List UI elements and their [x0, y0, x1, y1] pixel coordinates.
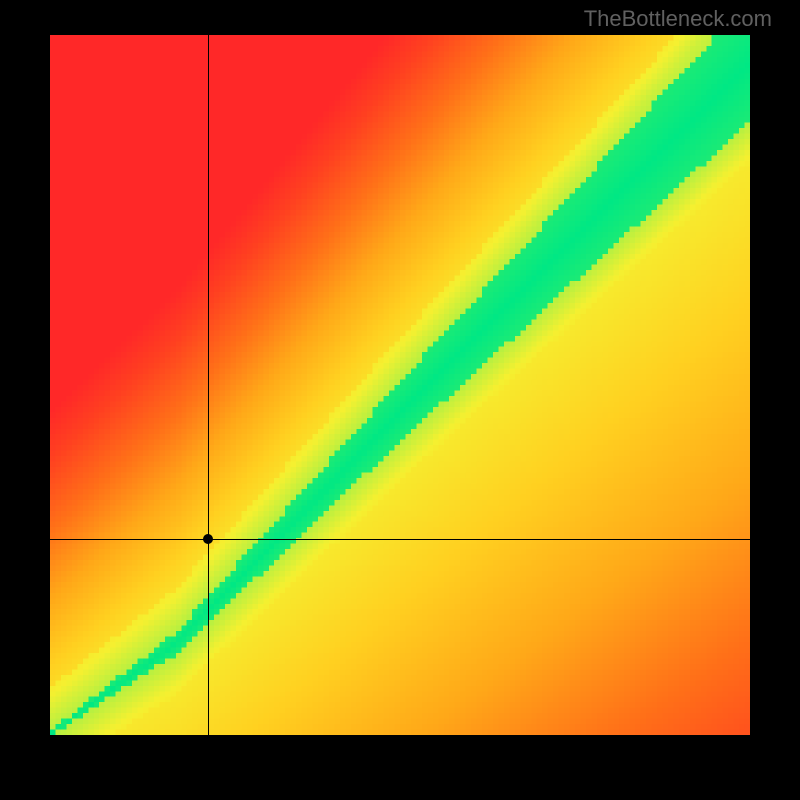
crosshair-dot	[203, 534, 213, 544]
crosshair-horizontal	[50, 539, 750, 540]
watermark-text: TheBottleneck.com	[584, 6, 772, 32]
heatmap-plot	[50, 35, 750, 735]
chart-container: TheBottleneck.com	[0, 0, 800, 800]
heatmap-canvas	[50, 35, 750, 735]
crosshair-vertical	[208, 35, 209, 735]
